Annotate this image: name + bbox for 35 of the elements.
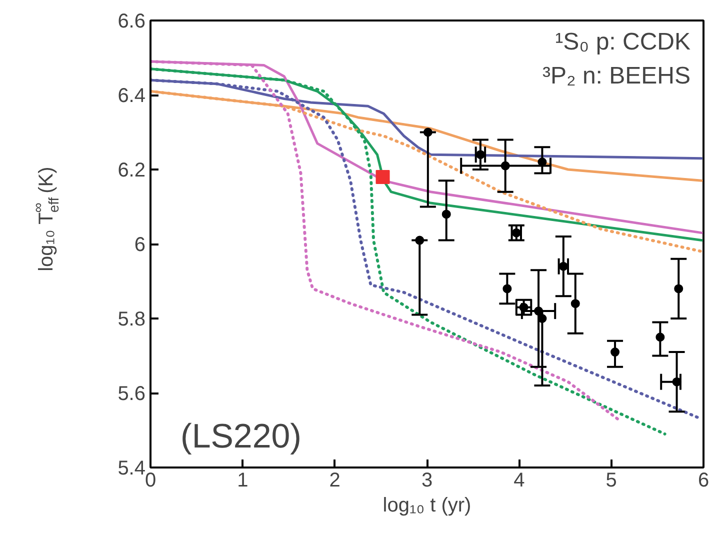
y-tick-label: 5.8	[118, 308, 146, 330]
x-tick-label: 2	[329, 470, 340, 492]
annotation: ¹S₀ p: CCDK	[555, 28, 691, 56]
point	[672, 377, 682, 386]
x-tick-label: 4	[514, 470, 525, 492]
point	[558, 262, 568, 271]
point	[674, 284, 684, 294]
y-tick-label: 6.4	[118, 85, 146, 107]
point	[534, 306, 544, 316]
annotation: (LS220)	[180, 418, 302, 456]
x-tick-label: 6	[698, 470, 710, 492]
point	[610, 348, 620, 357]
y-tick-label: 6.6	[118, 10, 146, 32]
annotation: ³P₂ n: BEEHS	[542, 62, 690, 90]
point	[512, 228, 521, 238]
point	[442, 210, 451, 219]
y-axis-title: log₁₀ T∞eff (K)	[30, 166, 62, 272]
y-tick-label: 6.2	[118, 160, 146, 182]
point	[415, 236, 424, 245]
point	[500, 161, 510, 170]
point	[502, 284, 512, 294]
y-tick-label: 5.4	[118, 458, 146, 480]
point	[476, 150, 485, 160]
x-tick-label: 1	[237, 470, 248, 492]
x-axis-title: log₁₀ t (yr)	[382, 494, 472, 516]
point	[376, 170, 390, 184]
y-tick-label: 5.6	[118, 383, 146, 405]
x-tick-label: 3	[421, 470, 433, 492]
y-tick-label: 6	[134, 234, 146, 256]
point	[570, 299, 580, 308]
x-tick-label: 0	[144, 470, 156, 492]
x-tick-label: 5	[606, 470, 617, 492]
point	[656, 332, 665, 342]
point	[423, 128, 432, 137]
point	[538, 314, 547, 323]
